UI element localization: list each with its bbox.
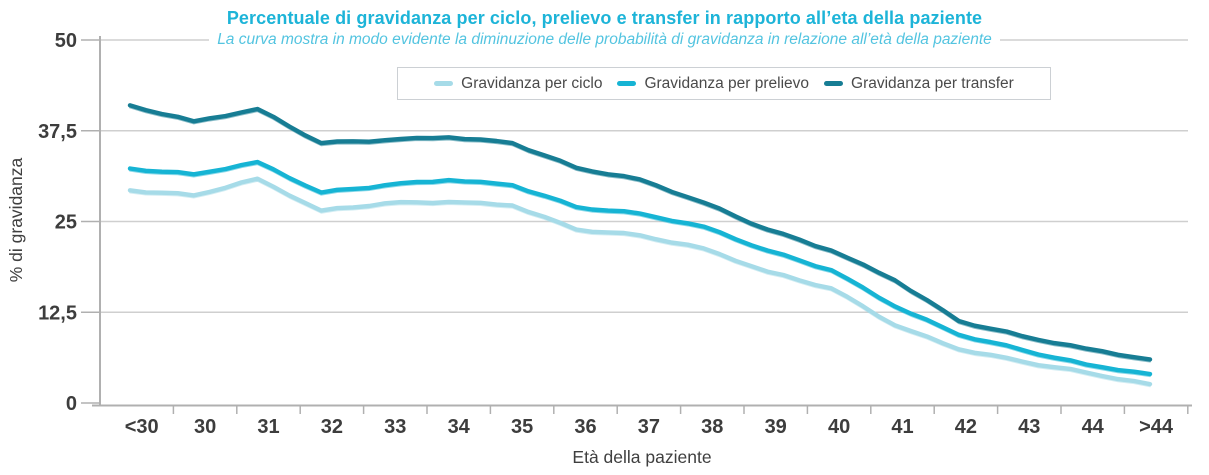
- chart-subtitle: La curva mostra in modo evidente la dimi…: [209, 31, 1000, 49]
- subtitle-row: La curva mostra in modo evidente la dimi…: [0, 31, 1209, 49]
- x-tick-label: 37: [638, 416, 660, 438]
- chart-title: Percentuale di gravidanza per ciclo, pre…: [226, 8, 983, 28]
- x-axis-title: Età della paziente: [572, 447, 711, 467]
- x-tick-label: 41: [891, 416, 913, 438]
- y-tick-label: 50: [55, 30, 77, 52]
- x-tick-label: 36: [574, 416, 596, 438]
- series-line-sketch-echo: [129, 163, 1151, 378]
- x-tick-label: 31: [257, 416, 279, 438]
- y-tick-label: 12,5: [38, 302, 77, 324]
- chart-legend: Gravidanza per ciclo Gravidanza per prel…: [397, 67, 1051, 100]
- legend-marker-transfer-icon: [824, 81, 844, 86]
- legend-item-prelievo[interactable]: Gravidanza per prelievo: [617, 75, 809, 93]
- x-tick-label: 33: [384, 416, 406, 438]
- x-tick-label: 35: [511, 416, 533, 438]
- x-tick-label: 34: [448, 416, 471, 438]
- x-tick-label: 30: [194, 416, 216, 438]
- legend-marker-prelievo-icon: [617, 81, 637, 86]
- series-line-sketch-echo: [129, 106, 1151, 363]
- y-tick-label: 25: [55, 212, 77, 234]
- series-line-ciclo: [127, 176, 1153, 387]
- legend-item-ciclo[interactable]: Gravidanza per ciclo: [434, 75, 602, 93]
- x-tick-label: 44: [1082, 416, 1105, 438]
- series-line-transfer: [127, 103, 1153, 362]
- x-tick-label: <30: [125, 416, 159, 438]
- x-tick-label: 32: [321, 416, 343, 438]
- x-tick-label: >44: [1139, 416, 1174, 438]
- legend-item-transfer[interactable]: Gravidanza per transfer: [824, 75, 1014, 93]
- legend-marker-ciclo-icon: [434, 81, 454, 86]
- legend-label-prelievo: Gravidanza per prelievo: [644, 74, 810, 92]
- x-tick-label: 39: [765, 416, 787, 438]
- y-tick-label: 37,5: [38, 121, 77, 143]
- x-tick-label: 38: [701, 416, 723, 438]
- x-tick-label: 43: [1018, 416, 1040, 438]
- title-row: Percentuale di gravidanza per ciclo, pre…: [0, 8, 1209, 29]
- legend-label-transfer: Gravidanza per transfer: [851, 74, 1014, 92]
- y-axis-title: % di gravidanza: [6, 157, 26, 282]
- series-line-prelievo: [127, 159, 1153, 377]
- y-tick-label: 0: [66, 393, 77, 415]
- legend-label-ciclo: Gravidanza per ciclo: [461, 74, 603, 92]
- series-line-sketch-echo: [129, 180, 1151, 388]
- x-tick-label: 40: [828, 416, 850, 438]
- x-tick-label: 42: [955, 416, 977, 438]
